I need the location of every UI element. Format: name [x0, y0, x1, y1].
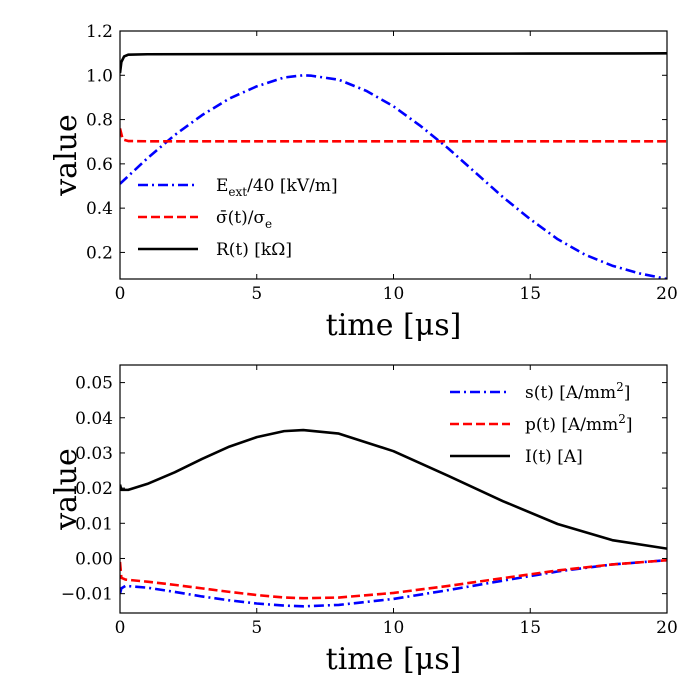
legend-label-2: p(t) [A/mm2] [525, 412, 633, 435]
legend-label-3: I(t) [A] [525, 447, 583, 467]
y-tick-label: 0.05 [75, 374, 113, 394]
y-axis-label: value [49, 114, 84, 197]
x-tick-label: 5 [251, 284, 262, 304]
legend-label-1: s(t) [A/mm2] [525, 380, 630, 403]
series-line-3 [120, 52, 667, 74]
x-tick-label: 10 [383, 284, 405, 304]
series-line-2 [120, 558, 667, 600]
y-axis-label: value [49, 448, 84, 531]
y-tick-label: 0.00 [75, 549, 113, 569]
y-tick-label: 1.0 [86, 66, 113, 86]
series-group [120, 52, 667, 279]
x-tick-label: 0 [115, 284, 126, 304]
x-tick-label: 10 [383, 618, 405, 638]
axes-frame [119, 30, 668, 280]
legend-label-1: Eext/40 [kV/m] [216, 176, 338, 199]
chart-panel-top: 0 5 10 15 20 0.2 0.4 0.6 0.8 1.0 1.2 time [μs] value… [49, 22, 678, 343]
x-tick-label: 15 [519, 618, 541, 638]
y-tick-label: 1.2 [86, 22, 113, 42]
legend: Eext/40 [kV/m] σ̄(t)/σe R(t) [kΩ] [138, 176, 338, 260]
series-line-1 [120, 558, 667, 608]
y-tick-label: 0.6 [86, 155, 113, 175]
x-tick-label: 5 [251, 618, 262, 638]
x-tick-label: 20 [656, 284, 678, 304]
x-tick-label: 20 [656, 618, 678, 638]
legend-label-3: R(t) [kΩ] [216, 240, 292, 260]
y-tick-label: 0.4 [86, 199, 113, 219]
x-tick-label: 15 [519, 284, 541, 304]
series-line-3 [120, 428, 667, 550]
legend: s(t) [A/mm2] p(t) [A/mm2] I(t) [A] [450, 380, 633, 467]
x-tick-label: 0 [115, 618, 126, 638]
y-tick-label: 0.04 [75, 409, 113, 429]
series-line-1 [120, 73, 667, 279]
legend-label-2: σ̄(t)/σe [216, 208, 272, 231]
y-tick-label: 0.2 [86, 243, 113, 263]
y-tick-label: 0.01 [75, 514, 113, 534]
y-tick-label: −0.01 [61, 585, 113, 605]
series-line-2 [120, 128, 667, 143]
series-group [120, 428, 667, 608]
y-tick-label: 0.8 [86, 111, 113, 131]
chart-panel-bottom: 0 5 10 15 20 −0.01 0.00 0.01 0.02 0.03 0.04 0.05 tim… [49, 364, 678, 677]
x-axis-label: time [μs] [326, 642, 462, 677]
y-tick-label: 0.03 [75, 444, 113, 464]
y-tick-label: 0.02 [75, 479, 113, 499]
x-axis-label: time [μs] [326, 308, 462, 343]
